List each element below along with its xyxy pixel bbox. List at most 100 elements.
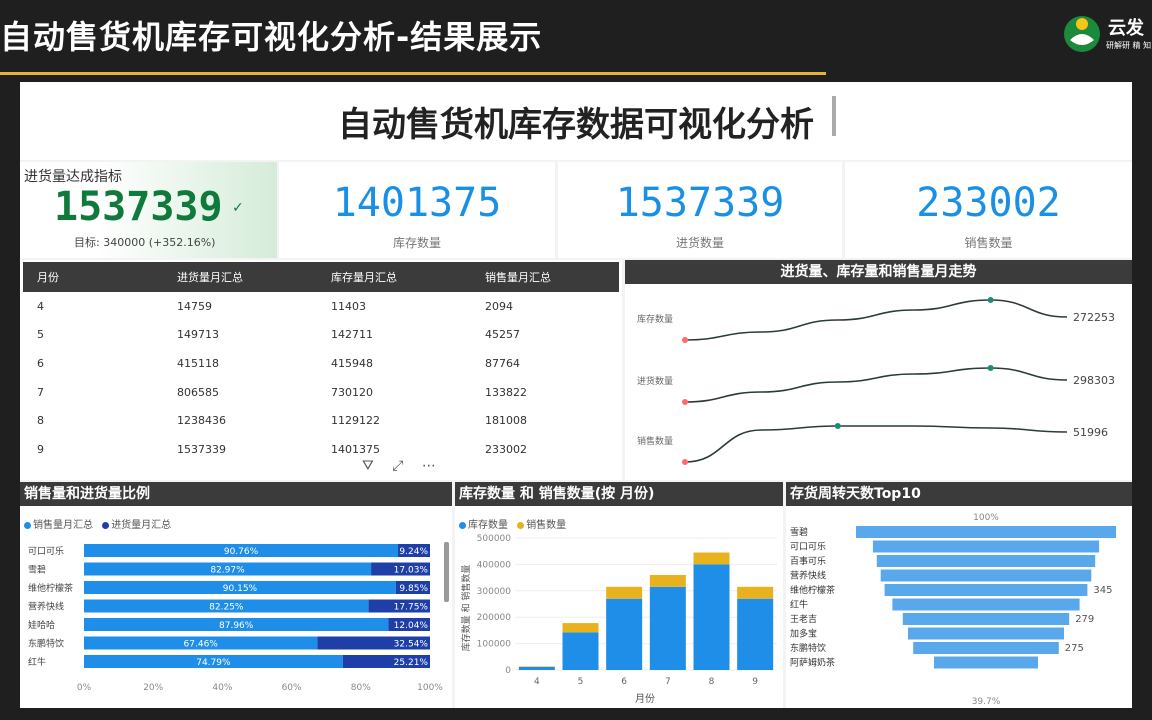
slide-title: 自动售货机库存可视化分析-结果展示	[0, 18, 543, 56]
legend-sold[interactable]: 销售数量	[526, 520, 567, 531]
table-row: 7 806585 730120 133822	[23, 378, 619, 407]
cell-sales: 2094	[485, 299, 513, 313]
col-purchase[interactable]: 进货量月汇总	[163, 262, 317, 292]
expand-icon[interactable]: ⤢	[392, 458, 404, 474]
col-month[interactable]: 月份	[23, 262, 163, 292]
col-sales[interactable]: 销售量月汇总	[471, 262, 619, 292]
y-tick-label: 200000	[477, 613, 512, 623]
data-label: 345	[1093, 585, 1112, 596]
cell-sales: 87764	[485, 356, 520, 370]
cell-purchase: 14759	[177, 299, 212, 313]
category-label: 百事可乐	[790, 555, 826, 567]
kpi-target-value: 1537339	[54, 184, 223, 230]
table-header-row: 月份 进货量月汇总 库存量月汇总 销售量月汇总	[23, 262, 619, 292]
trend-chart: 库存数量 272253 进货数量 298303 销售数量 51996	[637, 297, 1115, 465]
bar-sold	[606, 586, 643, 599]
data-label: 74.79%	[196, 658, 231, 668]
x-tick-label: 60%	[282, 683, 302, 693]
bar-segment-sales	[84, 581, 396, 594]
category-label: 维他柠檬茶	[28, 582, 73, 594]
legend-purchase[interactable]: 进货量月汇总	[111, 520, 172, 531]
bar-segment-sales	[84, 655, 343, 668]
x-tick-label: 9	[752, 677, 758, 687]
more-icon[interactable]: ⋯	[421, 458, 436, 474]
kpi-target-label: 进货量达成指标	[24, 169, 122, 185]
funnel-bar	[856, 526, 1116, 538]
data-label: 90.15%	[223, 584, 258, 594]
trend-chart-panel: 进货量、库存量和销售量月走势 库存数量 272253 进货数量 298303 销售数量 5…	[625, 260, 1132, 480]
legend-dot-stock	[459, 521, 466, 529]
table-row: 9 1537339 1401375 233002	[23, 435, 619, 464]
category-label: 王老吉	[790, 613, 817, 625]
x-tick-label: 0%	[77, 683, 92, 693]
legend-dot-purchase	[102, 521, 110, 529]
x-axis-label: 月份	[635, 693, 655, 705]
series-label: 库存数量	[637, 313, 673, 325]
legend-sales[interactable]: 销售量月汇总	[33, 520, 93, 531]
kpi-stock-label: 库存数量	[392, 236, 441, 250]
y-tick-label: 0	[505, 666, 511, 676]
x-tick-label: 6	[621, 677, 627, 687]
peak-marker	[834, 423, 841, 429]
kpi-sales-label: 销售数量	[964, 236, 1013, 250]
filter-icon[interactable]: ⛛	[362, 458, 374, 474]
bar-sold	[649, 574, 686, 587]
cell-stock: 1401375	[331, 442, 380, 456]
bar-stock	[737, 598, 774, 670]
bar-sold	[518, 666, 555, 667]
data-label: 82.25%	[209, 603, 244, 613]
cell-purchase: 149713	[177, 328, 219, 342]
table-row: 5 149713 142711 45257	[23, 321, 619, 350]
ratio-chart-title: 销售量和进货量比例	[20, 482, 452, 506]
peak-marker	[987, 365, 994, 371]
y-tick-label: 100000	[477, 640, 512, 650]
funnel-bar	[934, 656, 1038, 669]
text-cursor	[832, 96, 836, 136]
y-axis-label: 库存数量 和 销售数量	[460, 565, 472, 652]
title-underline	[0, 72, 826, 75]
start-marker	[682, 399, 688, 405]
kpi-card-stock[interactable]: 1401375 库存数量	[279, 162, 555, 258]
category-label: 东鹏特饮	[790, 642, 826, 654]
bar-sold	[693, 552, 730, 565]
data-label: 87.96%	[219, 621, 254, 631]
category-label: 雪碧	[790, 526, 808, 538]
funnel-bar	[892, 598, 1080, 611]
bar-segment-sales	[84, 636, 318, 650]
kpi-card-sales[interactable]: 233002 销售数量	[845, 162, 1132, 258]
funnel-bar	[876, 555, 1096, 567]
legend-dot-sold	[517, 521, 525, 529]
table-row: 6 415118 415948 87764	[23, 349, 619, 378]
ratio-chart: 可口可乐 90.76% 9.24% 雪碧 82.97% 17.03% 维他柠檬茶 90.15%…	[28, 544, 443, 693]
bar-segment-sales	[84, 544, 399, 557]
monthly-table: 月份 进货量月汇总 库存量月汇总 销售量月汇总 4 14759 11403 20…	[23, 262, 619, 464]
data-label: 17.75%	[394, 603, 429, 613]
category-label: 可口可乐	[790, 541, 826, 553]
y-tick-label: 400000	[477, 560, 512, 570]
funnel-bar	[913, 642, 1059, 654]
x-tick-label: 100%	[417, 683, 443, 693]
kpi-purchase-value: 1537339	[615, 180, 785, 226]
category-label: 营养快线	[790, 570, 826, 582]
check-icon: ✓	[232, 200, 244, 216]
dashboard: 自动售货机库存数据可视化分析 进货量达成指标 1537339 ✓ 目标: 340…	[20, 82, 1132, 708]
series-line	[684, 299, 1068, 341]
start-marker	[682, 459, 688, 465]
peak-marker	[987, 297, 994, 303]
bar-segment-sales	[84, 599, 369, 613]
series-end-label: 51996	[1073, 426, 1108, 439]
kpi-card-purchase[interactable]: 1537339 进货数量	[558, 162, 842, 258]
funnel-bottom-label: 39.7%	[972, 697, 1001, 707]
logo-icon	[1064, 16, 1100, 52]
legend-stock[interactable]: 库存数量	[468, 520, 508, 531]
kpi-target-card[interactable]: 进货量达成指标 1537339 ✓ 目标: 340000 (+352.16%)	[20, 162, 277, 258]
col-stock[interactable]: 库存量月汇总	[317, 262, 471, 292]
table-row: 8 1238436 1129122 181008	[23, 406, 619, 435]
scrollbar[interactable]	[444, 542, 449, 602]
category-label: 雪碧	[28, 564, 46, 576]
cell-purchase: 806585	[177, 385, 219, 399]
category-label: 可口可乐	[28, 545, 64, 557]
cell-stock: 415948	[331, 356, 373, 370]
category-label: 娃哈哈	[28, 619, 55, 631]
funnel-bar	[884, 584, 1088, 596]
